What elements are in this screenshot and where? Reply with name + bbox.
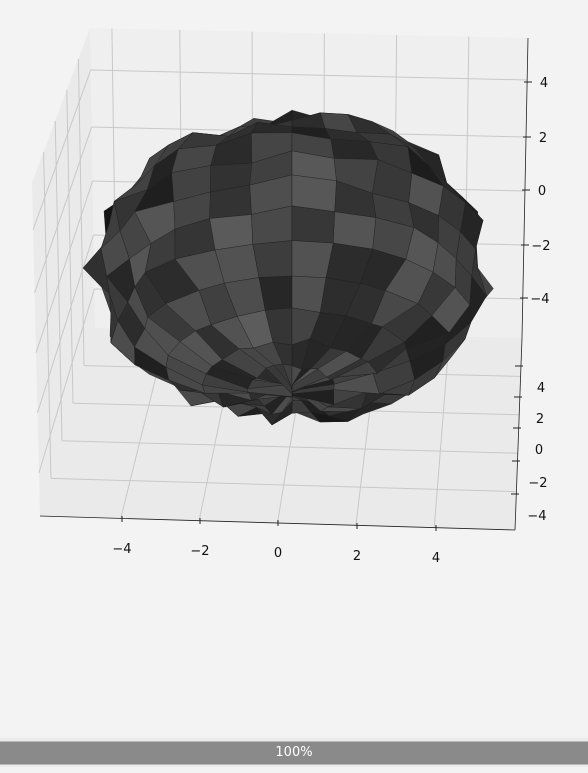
left-grid-hline [35, 180, 94, 353]
progress-bar: 100% [0, 741, 588, 765]
z-axis-line [521, 37, 529, 339]
surface-facet [291, 240, 334, 278]
left-grid-hline [32, 69, 92, 230]
surface-facet [252, 240, 293, 278]
y-tick-label: 0 [535, 443, 543, 458]
3d-surface-plot[interactable]: −4 −2 0 2 4 4 2 0 −2 −4 4 2 0 −2 −4 [0, 0, 588, 738]
y-tick-label: −4 [527, 509, 546, 524]
y-tick-label: 4 [537, 381, 545, 396]
surface-facet [291, 205, 335, 244]
left-grid-hline [37, 234, 94, 413]
y-axis-line [514, 337, 523, 531]
x-tick-label: −2 [190, 544, 209, 559]
y-tick-label: −2 [528, 476, 547, 491]
z-tick-label: −2 [531, 239, 550, 254]
z-tick-label: −4 [530, 292, 549, 307]
left-grid-vline [66, 89, 74, 404]
surface-facet [291, 174, 337, 212]
surface-mesh [82, 109, 494, 426]
surface-facet [332, 211, 377, 250]
left-grid-vline [54, 120, 63, 441]
bottom-strip [0, 767, 588, 773]
z-tick-label: 2 [539, 131, 547, 146]
floor-grid-line [50, 477, 517, 493]
surface-facet [291, 275, 327, 313]
x-tick-label: 0 [274, 546, 282, 561]
progress-label: 100% [275, 745, 313, 760]
z-tick-label: 0 [538, 184, 546, 199]
plot-canvas[interactable]: −4 −2 0 2 4 4 2 0 −2 −4 4 2 0 −2 −4 [0, 0, 588, 738]
left-pane [32, 28, 95, 516]
surface-facet [209, 214, 254, 251]
left-grid-vline [77, 58, 85, 366]
back-grid-hline [90, 69, 528, 81]
progress-fill [0, 742, 588, 764]
floor-grid-line [433, 336, 450, 528]
x-tick-label: 4 [432, 551, 440, 566]
x-tick-label: −4 [112, 542, 131, 557]
status-bar: 100% [0, 738, 588, 767]
left-grid-hline [34, 126, 93, 294]
left-grid-hline [38, 288, 95, 473]
left-grid-vline [43, 151, 52, 479]
x-tick-label: 2 [353, 549, 361, 564]
z-tick-label: 4 [540, 76, 548, 91]
y-tick-label: 2 [536, 412, 544, 427]
axis-ticks: −4 −2 0 2 4 4 2 0 −2 −4 4 2 0 −2 −4 [39, 37, 551, 566]
floor-grid-line [61, 440, 518, 454]
